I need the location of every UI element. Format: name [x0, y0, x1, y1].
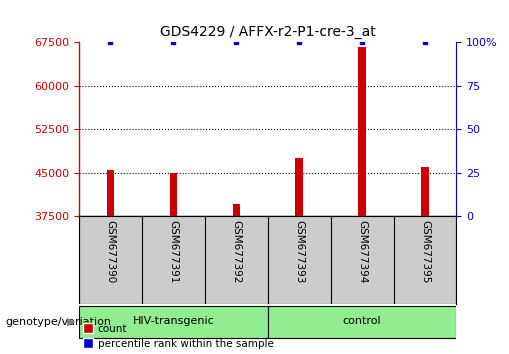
Text: GSM677394: GSM677394	[356, 220, 366, 284]
Text: control: control	[342, 316, 381, 326]
Text: GSM677393: GSM677393	[294, 220, 303, 284]
Bar	[106, 170, 114, 216]
Title: GDS4229 / AFFX-r2-P1-cre-3_at: GDS4229 / AFFX-r2-P1-cre-3_at	[159, 25, 375, 39]
Bar	[232, 204, 240, 216]
Bar	[420, 167, 428, 216]
Bar	[169, 172, 177, 216]
Bar	[358, 46, 365, 216]
Text: GSM677391: GSM677391	[168, 220, 178, 284]
Text: ▶: ▶	[67, 317, 75, 327]
Text: HIV-transgenic: HIV-transgenic	[132, 316, 214, 326]
Bar	[295, 158, 302, 216]
Bar	[79, 306, 267, 338]
Legend: count, percentile rank within the sample: count, percentile rank within the sample	[84, 324, 273, 349]
Text: genotype/variation: genotype/variation	[5, 317, 111, 327]
Text: GSM677392: GSM677392	[231, 220, 241, 284]
Text: GSM677390: GSM677390	[105, 220, 115, 284]
Bar	[267, 306, 456, 338]
Text: GSM677395: GSM677395	[419, 220, 429, 284]
